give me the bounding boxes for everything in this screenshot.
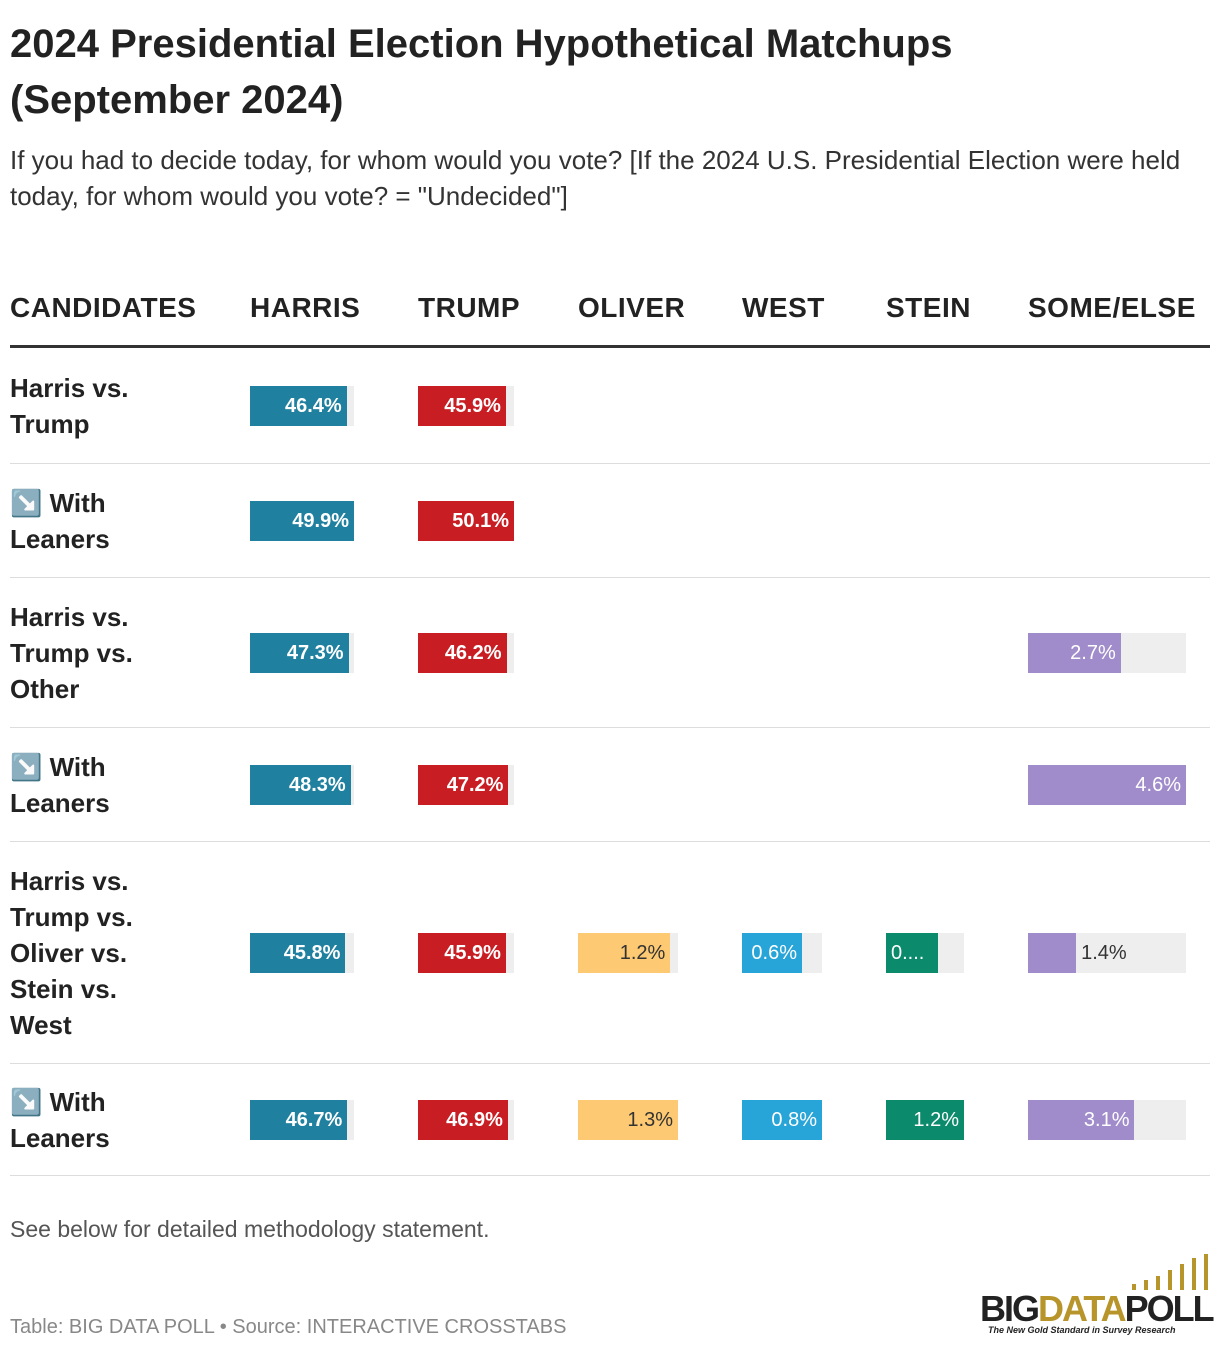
bar [418,764,509,805]
bar-track: 46.9% [418,1099,514,1140]
row-label: ↘️ With Leaners [10,1086,110,1153]
logo-part: DATA [1038,1288,1127,1329]
bar-label: 46.4% [285,394,342,417]
bar-label: 0.... [891,941,925,964]
subtitle: If you had to decide today, for whom wou… [10,145,1181,211]
bar-track: 47.2% [418,764,514,805]
row-label: ↘️ With Leaners [10,487,110,554]
bar-track: 45.9% [418,932,514,973]
bar [1028,764,1186,805]
bar [742,1099,822,1140]
row-label: Harris vs. Trump vs. Oliver vs. Stein vs… [10,865,133,1040]
bar [886,932,938,973]
bar-track: 4.6% [1028,764,1186,805]
bar-track: 45.8% [250,932,354,973]
bar-track: 3.1% [1028,1099,1186,1140]
bar [418,385,506,426]
bar [1028,932,1077,973]
bar-label: 0.6% [751,941,797,964]
bar [250,632,349,673]
bar-track: 1.4% [1028,932,1186,973]
table-row: ↘️ With Leaners 46.7% 46.9% 1.3% 0.8% 1.2% 3.1… [10,1064,1210,1176]
bar-label: 1.3% [627,1108,673,1131]
bar-label: 45.9% [444,394,501,417]
bar-track: 46.7% [250,1099,354,1140]
bar [250,932,346,973]
row-label: Harris vs. Trump [10,372,129,439]
bar-track: 0.... [886,932,964,973]
tagline: The New Gold Standard in Survey Research [988,1325,1176,1335]
note: See below for detailed methodology state… [10,1216,490,1242]
bar-label: 3.1% [1083,1108,1130,1131]
bar-label: 46.2% [444,641,502,664]
bar-label: 50.1% [452,509,509,532]
column-header: OLIVER [578,292,686,323]
bar-track: 1.3% [578,1099,678,1140]
table-row: ↘️ With Leaners 49.9% 50.1% [10,464,1210,578]
bar [418,500,514,541]
logo-part: POLL [1124,1288,1215,1329]
column-header: STEIN [886,292,971,323]
table-row: ↘️ With Leaners 48.3% 47.2% 4.6% [10,728,1210,842]
bar-label: 4.6% [1135,773,1181,796]
bar [578,932,671,973]
bar [578,1099,678,1140]
bar [250,1099,348,1140]
bar-label: 48.3% [288,773,346,796]
bar-track: 45.9% [418,385,514,426]
bar-track: 46.2% [418,632,514,673]
bar [886,1099,964,1140]
column-header: TRUMP [418,292,521,323]
column-header: WEST [742,292,825,323]
bar [418,932,506,973]
bar-label: 49.9% [292,509,349,532]
logo-bars [1132,1254,1208,1290]
bar-label: 46.7% [285,1108,343,1131]
bar [1028,632,1121,673]
bar-track: 49.9% [250,500,354,541]
table-row: Harris vs. Trump 46.4% 45.9% [10,348,1210,464]
bar [418,1099,508,1140]
column-header: CANDIDATES [10,292,197,323]
bar-track: 1.2% [578,932,678,973]
title: 2024 Presidential Election Hypothetical … [10,22,953,122]
bar-track: 46.4% [250,385,354,426]
bar-label: 45.9% [444,941,501,964]
bar-track: 0.8% [742,1099,822,1140]
bar-label: 47.3% [286,641,344,664]
bar-label: 1.2% [619,941,666,964]
bar-label: 0.8% [771,1108,817,1131]
table-row: Harris vs. Trump vs. Other 47.3% 46.2% 2.7% [10,578,1210,728]
bar [250,385,347,426]
bar-track: 2.7% [1028,632,1186,673]
source: Table: BIG DATA POLL • Source: INTERACTI… [10,1316,567,1338]
bar [250,764,351,805]
bar-track: 50.1% [418,500,514,541]
bar [418,632,507,673]
row-label: Harris vs. Trump vs. Other [10,601,133,704]
bar [1028,1099,1135,1140]
bar-track: 0.6% [742,932,822,973]
bar-track: 1.2% [886,1099,964,1140]
bar-label: 47.2% [446,773,504,796]
column-header: HARRIS [250,292,361,323]
bar [250,500,354,541]
bar-label: 45.8% [283,941,341,964]
bar-label: 1.4% [1081,941,1127,964]
bar-label: 1.2% [913,1108,959,1131]
bar-label: 2.7% [1070,641,1116,664]
column-header: SOME/ELSE [1028,292,1196,323]
bar-label: 46.9% [446,1108,503,1131]
table-row: Harris vs. Trump vs. Oliver vs. Stein vs… [10,842,1210,1064]
bar [742,932,802,973]
bar-track: 47.3% [250,632,354,673]
logo-part: BIG [980,1288,1040,1329]
row-label: ↘️ With Leaners [10,751,110,818]
header-rule [10,345,1210,348]
logo: BIGDATAPOLL [980,1288,1215,1330]
bar-track: 48.3% [250,764,354,805]
